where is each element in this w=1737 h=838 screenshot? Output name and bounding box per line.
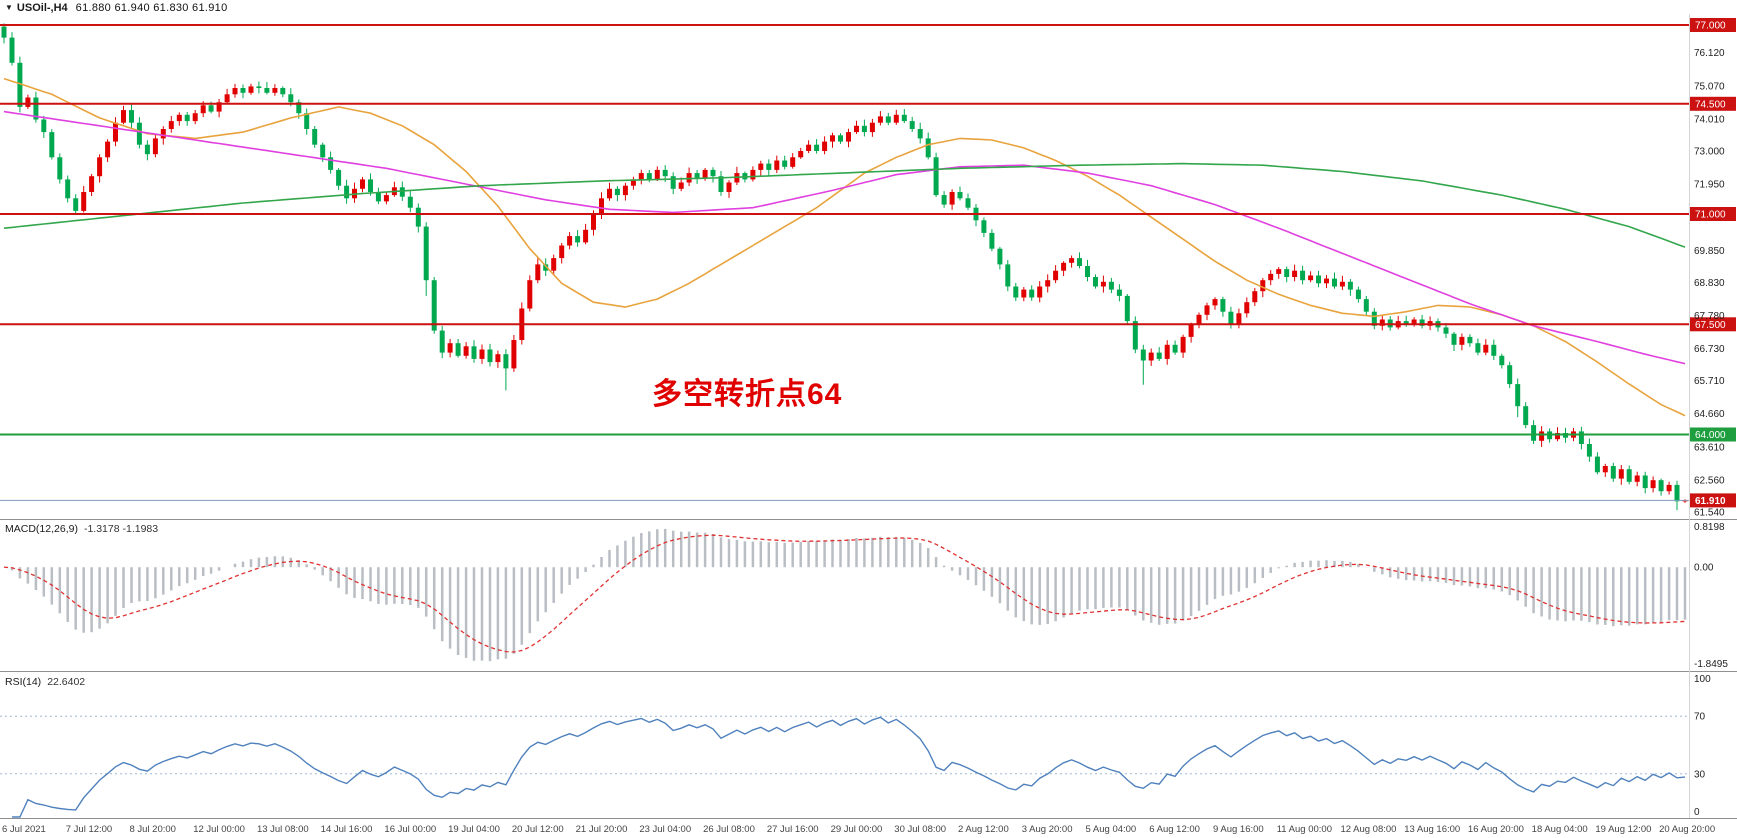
svg-text:71.950: 71.950 [1694,180,1725,191]
ma-slow-green [3,162,1686,248]
rsi-label-name: RSI(14) [5,676,42,688]
svg-text:75.070: 75.070 [1694,81,1725,92]
svg-text:13 Aug 16:00: 13 Aug 16:00 [1404,824,1460,835]
svg-text:6 Jul 2021: 6 Jul 2021 [2,824,46,835]
svg-text:20 Jul 12:00: 20 Jul 12:00 [512,824,564,835]
macd-label-values: -1.3178 -1.1983 [83,523,159,535]
svg-text:76.120: 76.120 [1694,48,1725,59]
svg-text:8 Jul 20:00: 8 Jul 20:00 [129,824,175,835]
svg-text:5 Aug 04:00: 5 Aug 04:00 [1086,824,1137,835]
svg-text:11 Aug 00:00: 11 Aug 00:00 [1277,824,1332,835]
svg-text:30: 30 [1694,769,1706,780]
svg-text:71.000: 71.000 [1695,210,1726,221]
svg-text:21 Jul 20:00: 21 Jul 20:00 [576,824,628,835]
svg-text:2 Aug 12:00: 2 Aug 12:00 [958,824,1009,835]
symbol-timeframe-label: USOil-,H4 [16,2,68,14]
rsi-indicator-label: RSI(14) 22.6402 [5,676,85,688]
svg-text:74.500: 74.500 [1695,99,1726,110]
svg-text:12 Jul 00:00: 12 Jul 00:00 [193,824,245,835]
svg-text:16 Jul 00:00: 16 Jul 00:00 [384,824,436,835]
svg-text:6 Aug 12:00: 6 Aug 12:00 [1149,824,1200,835]
svg-text:68.830: 68.830 [1694,278,1725,289]
svg-text:20 Aug 20:00: 20 Aug 20:00 [1659,824,1715,835]
price-level-badge [1690,96,1736,111]
svg-text:18 Aug 04:00: 18 Aug 04:00 [1532,824,1588,835]
svg-text:67.500: 67.500 [1695,320,1726,331]
svg-text:3 Aug 20:00: 3 Aug 20:00 [1022,824,1073,835]
svg-text:13 Jul 08:00: 13 Jul 08:00 [257,824,309,835]
chart-title-bar: ▼ USOil-,H4 61.880 61.940 61.830 61.910 [5,2,228,14]
svg-text:61.910: 61.910 [1695,496,1726,507]
macd-histogram [10,528,1687,662]
macd-signal-line [3,534,1686,653]
svg-text:14 Jul 16:00: 14 Jul 16:00 [321,824,373,835]
macd-label-name: MACD(12,26,9) [5,523,78,535]
price-level-badge [1690,317,1736,332]
svg-text:73.000: 73.000 [1694,147,1725,158]
svg-text:62.560: 62.560 [1694,475,1725,486]
svg-text:0.00: 0.00 [1694,563,1714,574]
svg-text:64.660: 64.660 [1694,409,1725,420]
macd-indicator-label: MACD(12,26,9) -1.3178 -1.1983 [5,523,158,535]
svg-text:69.850: 69.850 [1694,246,1725,257]
svg-text:27 Jul 16:00: 27 Jul 16:00 [767,824,819,835]
svg-text:77.000: 77.000 [1695,21,1726,32]
price-level-badge [1690,427,1736,442]
svg-text:16 Aug 20:00: 16 Aug 20:00 [1468,824,1524,835]
svg-text:70: 70 [1694,712,1706,723]
symbol-dropdown-icon[interactable]: ▼ [5,3,13,12]
svg-text:74.010: 74.010 [1694,115,1725,126]
price-level-badge [1690,18,1736,32]
rsi-line [12,716,1686,818]
svg-text:64.000: 64.000 [1695,430,1726,441]
svg-text:65.710: 65.710 [1694,376,1725,387]
svg-text:23 Jul 04:00: 23 Jul 04:00 [639,824,691,835]
svg-text:30 Jul 08:00: 30 Jul 08:00 [894,824,946,835]
svg-text:67.780: 67.780 [1694,311,1725,322]
ohlc-values: 61.880 61.940 61.830 61.910 [75,2,228,14]
current-price-badge [1690,493,1736,508]
svg-text:63.610: 63.610 [1694,442,1725,453]
candlestick-series [1,23,1688,511]
rsi-label-value: 22.6402 [47,676,86,688]
price-level-badge [1690,207,1736,221]
svg-text:0.8198: 0.8198 [1694,522,1725,533]
svg-text:19 Aug 12:00: 19 Aug 12:00 [1595,824,1651,835]
svg-text:12 Aug 08:00: 12 Aug 08:00 [1340,824,1396,835]
svg-text:100: 100 [1694,674,1711,685]
svg-text:0: 0 [1694,807,1700,818]
svg-text:-1.8495: -1.8495 [1694,659,1728,670]
svg-text:9 Aug 16:00: 9 Aug 16:00 [1213,824,1264,835]
rsi-plot[interactable] [0,673,1689,817]
chart-annotation-text: 多空转折点64 [652,378,843,411]
ma-mid-magenta [3,110,1686,365]
svg-text:7 Jul 12:00: 7 Jul 12:00 [66,824,112,835]
svg-text:61.540: 61.540 [1694,508,1725,519]
svg-text:19 Jul 04:00: 19 Jul 04:00 [448,824,500,835]
svg-text:26 Jul 08:00: 26 Jul 08:00 [703,824,755,835]
macd-plot[interactable] [0,521,1689,669]
svg-text:29 Jul 00:00: 29 Jul 00:00 [831,824,883,835]
svg-text:66.730: 66.730 [1694,344,1725,355]
